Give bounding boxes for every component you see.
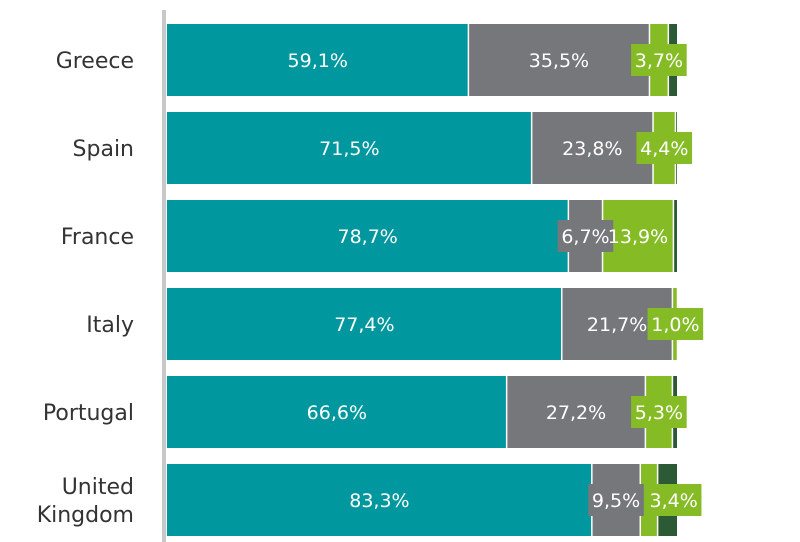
value-label-box [631,44,687,76]
category-label-united-kingdom: United Kingdom [37,475,134,528]
value-label-france-s1: 78,7% [338,226,398,248]
category-label-france: France [61,225,134,250]
value-label-spain-s1: 71,5% [319,138,379,160]
category-label-italy: Italy [86,313,134,338]
value-label-box [647,308,704,340]
value-label-portugal-s1: 66,6% [307,402,367,424]
category-label-portugal: Portugal [43,401,134,426]
bar-france-s3 [602,200,674,272]
value-label-portugal-s2: 27,2% [546,402,606,424]
value-label-united-kingdom-s2: 9,5% [592,490,640,512]
bar-portugal-s2 [506,376,646,448]
bars-layer [167,24,679,536]
category-label-spain: Spain [73,137,134,162]
value-label-united-kingdom-s1: 83,3% [349,490,409,512]
value-label-united-kingdom-s3: 3,4% [650,490,698,512]
bar-france-s4 [673,200,677,272]
category-label-greece: Greece [56,49,134,74]
bar-italy-s1 [167,288,562,360]
value-label-italy-s2: 21,7% [587,314,647,336]
value-label-portugal-s3: 5,3% [635,402,683,424]
bar-spain-s1 [167,112,532,184]
bar-portugal-s1 [167,376,507,448]
bar-spain-s2 [531,112,654,184]
value-label-box [636,132,693,164]
value-label-italy-s3: 1,0% [651,314,699,336]
value-label-greece-s3: 3,7% [635,50,683,72]
bar-greece-s2 [468,24,650,96]
value-label-box [588,484,644,516]
value-label-france-s2: 6,7% [561,226,609,248]
bar-france-s1 [167,200,569,272]
value-label-italy-s1: 77,4% [334,314,394,336]
value-label-box [645,484,702,516]
value-label-box [631,396,687,428]
value-label-france-s3: 13,9% [608,226,668,248]
value-label-box [557,220,614,252]
category-labels-layer: Greece Spain France Italy Portugal United King… [37,49,134,528]
value-label-spain-s3: 4,4% [640,138,688,160]
value-label-greece-s1: 59,1% [288,50,348,72]
value-label-greece-s2: 35,5% [529,50,589,72]
bar-greece-s1 [167,24,469,96]
value-label-spain-s2: 23,8% [562,138,622,160]
bar-united-kingdom-s1 [167,464,592,536]
labels-layer: 59,1% 35,5% 3,7% 71,5% 23,8% 4,4% 78,7% 6,7%13,… [288,44,704,516]
